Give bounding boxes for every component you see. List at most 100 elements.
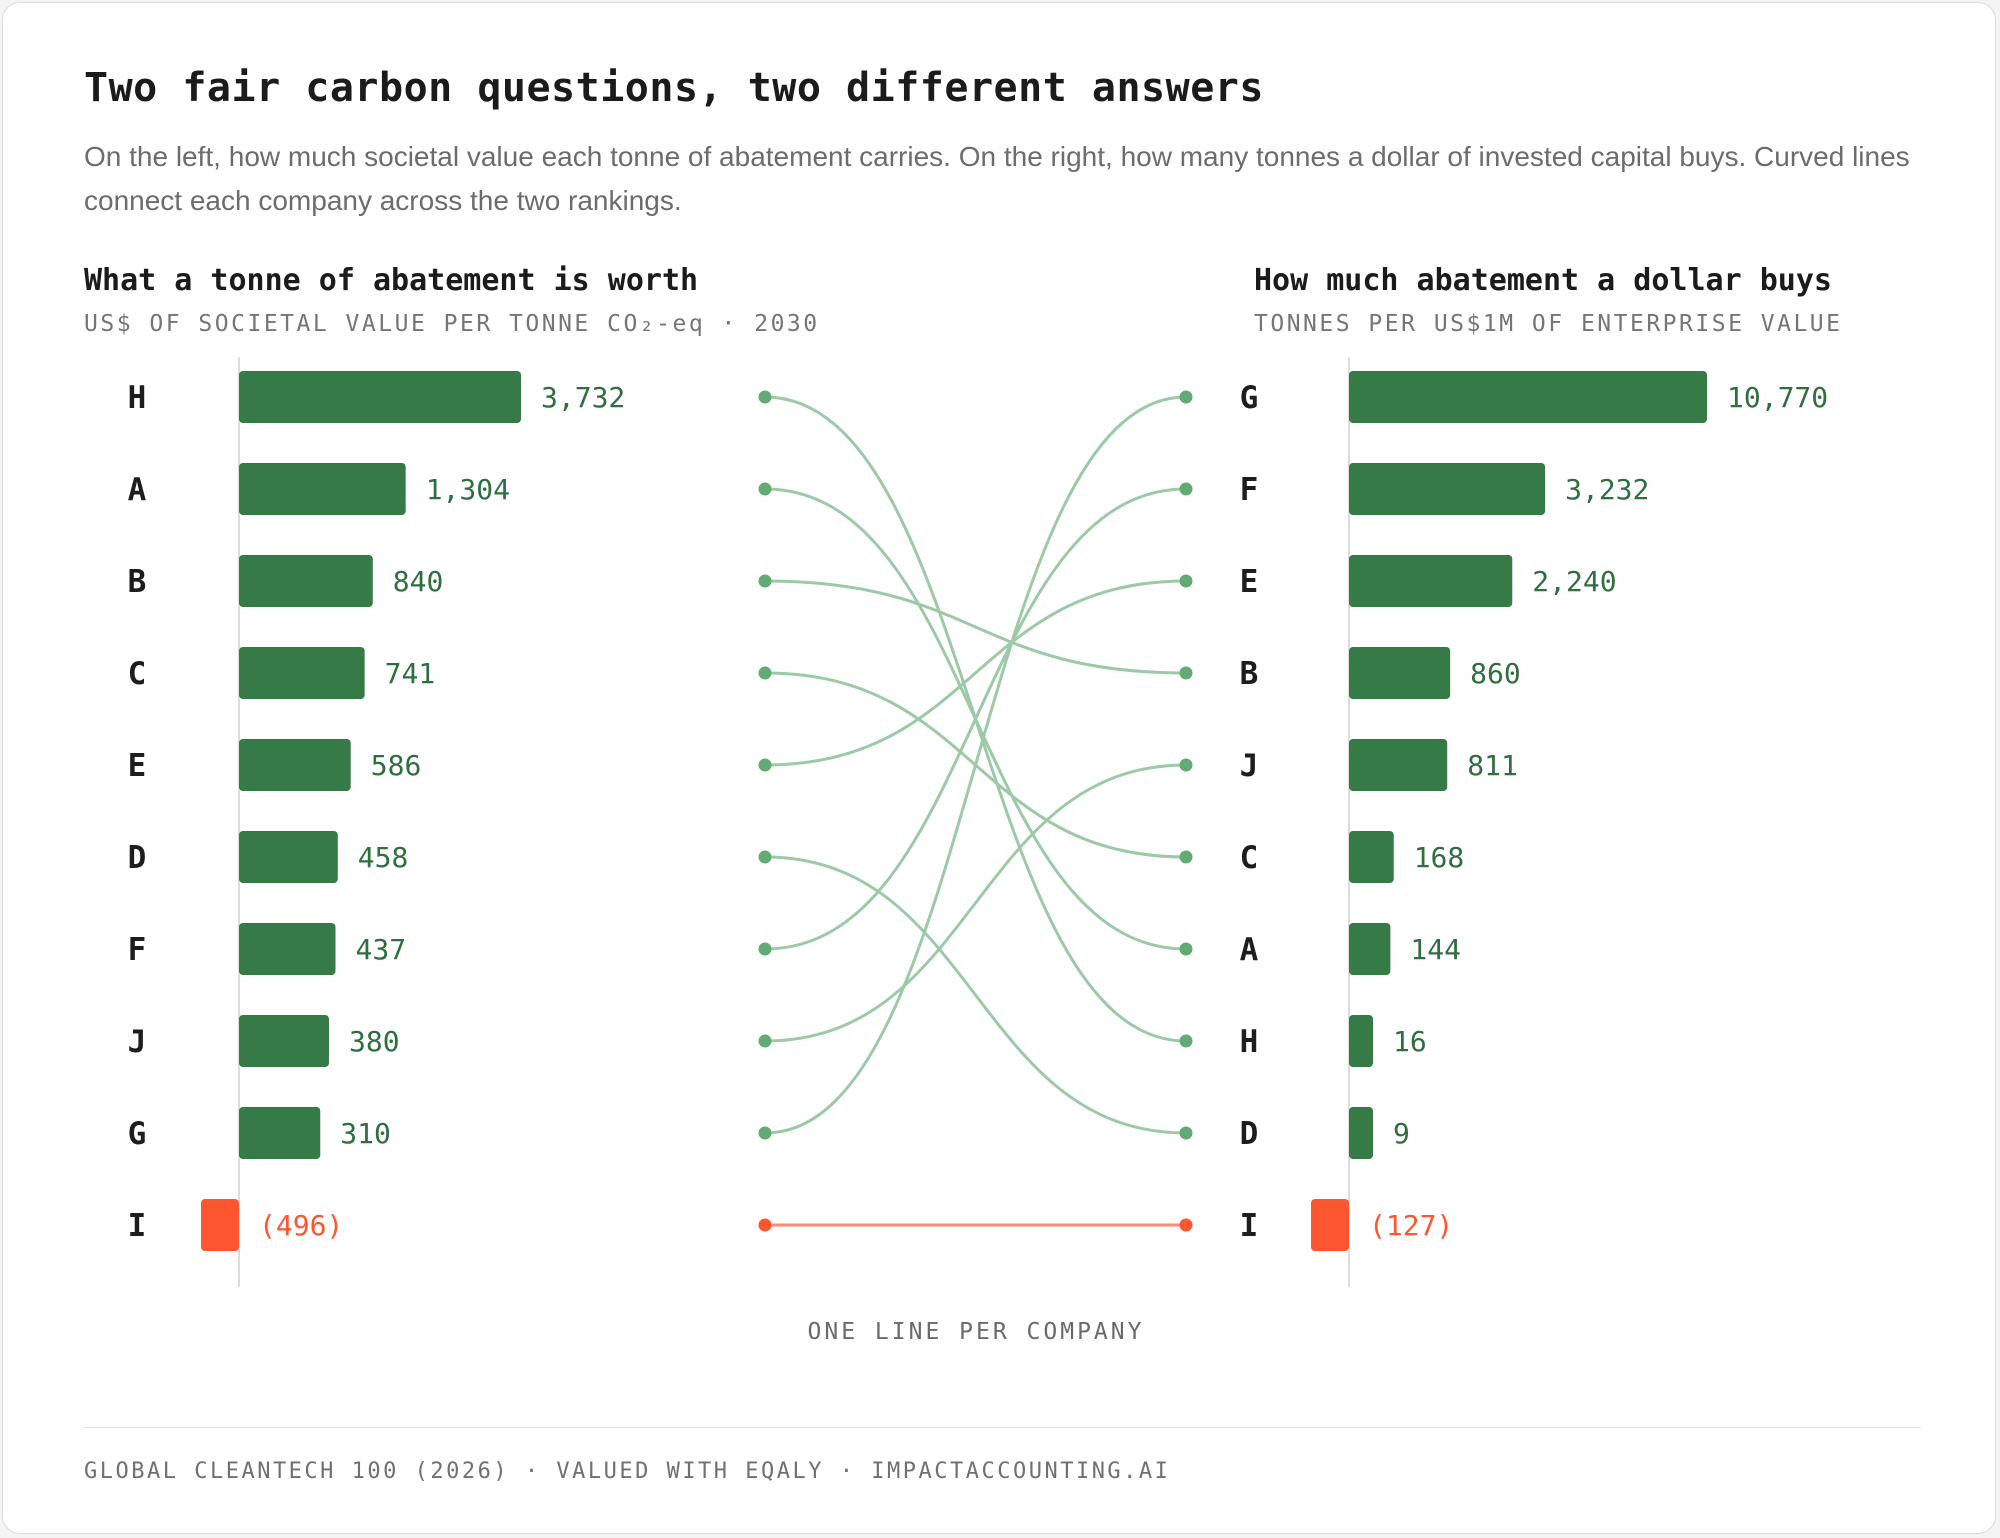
connector-dot-left — [758, 574, 772, 588]
connector-dot-right — [1179, 758, 1193, 772]
right-category-label: C — [1240, 840, 1259, 876]
connector-dot-right — [1179, 574, 1193, 588]
right-category-label: G — [1240, 380, 1259, 416]
connector-dot-right — [1179, 390, 1193, 404]
footer-source: GLOBAL CLEANTECH 100 (2026) · VALUED WIT… — [84, 1459, 1171, 1484]
right-bar-A — [1349, 923, 1391, 975]
left-category-label: G — [128, 1116, 147, 1152]
connector-dot-left — [758, 390, 772, 404]
right-value-label: 2,240 — [1532, 565, 1616, 598]
right-panel-title: How much abatement a dollar buys — [1254, 263, 1832, 298]
left-bar-panel: H 3,732 A 1,304 B 840 C 741 E 586 D 458 F 437 J 380 G 310… — [128, 357, 625, 1287]
slope-bar-chart: H 3,732 A 1,304 B 840 C 741 E 586 D 458 F 437 J 380 G 310… — [128, 357, 1828, 1287]
connector-dot-right — [1179, 850, 1193, 864]
left-bar-F — [239, 923, 336, 975]
left-bar-A — [239, 463, 406, 515]
right-bar-G — [1349, 371, 1707, 423]
left-panel-title: What a tonne of abatement is worth — [84, 263, 699, 298]
right-value-label: 144 — [1410, 933, 1461, 966]
left-category-label: C — [128, 656, 147, 692]
right-bar-D — [1349, 1107, 1373, 1159]
chart-subtitle: On the left, how much societal value eac… — [84, 141, 1910, 216]
left-bar-B — [239, 555, 373, 607]
right-bar-I — [1311, 1199, 1349, 1251]
left-category-label: H — [128, 380, 147, 416]
left-bar-D — [239, 831, 338, 883]
right-bar-C — [1349, 831, 1394, 883]
left-value-label: 586 — [371, 749, 422, 782]
right-panel-unit: TONNES PER US$1M OF ENTERPRISE VALUE — [1254, 311, 1843, 337]
right-value-label: 10,770 — [1727, 381, 1828, 414]
connector-dot-right — [1179, 482, 1193, 496]
right-bar-H — [1349, 1015, 1373, 1067]
right-category-label: I — [1240, 1208, 1259, 1244]
left-bar-C — [239, 647, 365, 699]
left-bar-H — [239, 371, 521, 423]
connector-lines — [758, 390, 1193, 1232]
left-category-label: B — [128, 564, 147, 600]
left-panel-unit: US$ OF SOCIETAL VALUE PER TONNE CO₂-eq ·… — [84, 311, 820, 337]
connector-dot-right — [1179, 1034, 1193, 1048]
connector-dot-left — [758, 1034, 772, 1048]
right-value-label: 811 — [1467, 749, 1518, 782]
right-bar-E — [1349, 555, 1513, 607]
left-category-label: A — [128, 472, 147, 508]
left-value-label: 1,304 — [426, 473, 510, 506]
connector-dot-left — [758, 850, 772, 864]
right-bar-B — [1349, 647, 1451, 699]
right-bar-panel: G 10,770 F 3,232 E 2,240 B 860 J 811 C 168 A 144 H 16 D 9… — [1240, 357, 1828, 1287]
connector-dot-left — [758, 1126, 772, 1140]
connector-line-D — [764, 855, 1187, 1135]
right-category-label: A — [1240, 932, 1259, 968]
left-value-label: 458 — [358, 841, 409, 874]
connector-line-J — [764, 763, 1187, 1043]
connector-dot-right — [1179, 666, 1193, 680]
left-bar-I — [201, 1199, 239, 1251]
left-bar-E — [239, 739, 351, 791]
left-value-label: 3,732 — [541, 381, 625, 414]
right-bar-J — [1349, 739, 1448, 791]
connector-line-G — [764, 395, 1187, 1135]
connector-caption: ONE LINE PER COMPANY — [807, 1319, 1145, 1345]
connector-dot-left — [758, 482, 772, 496]
connector-line-F — [764, 487, 1187, 951]
footer-divider — [84, 1427, 1921, 1428]
connector-dot-left — [758, 942, 772, 956]
left-value-label: (496) — [259, 1209, 343, 1242]
right-value-label: 3,232 — [1565, 473, 1649, 506]
right-value-label: 16 — [1393, 1025, 1427, 1058]
left-category-label: I — [128, 1208, 147, 1244]
left-category-label: D — [128, 840, 147, 876]
right-bar-F — [1349, 463, 1546, 515]
right-value-label: 9 — [1393, 1117, 1410, 1150]
connector-line-B — [764, 579, 1187, 675]
chart-title: Two fair carbon questions, two different… — [84, 65, 1264, 111]
connector-dot-left — [758, 666, 772, 680]
right-category-label: D — [1240, 1116, 1259, 1152]
right-value-label: 168 — [1414, 841, 1465, 874]
right-category-label: H — [1240, 1024, 1259, 1060]
left-category-label: F — [128, 932, 147, 968]
left-category-label: J — [128, 1024, 147, 1060]
left-category-label: E — [128, 748, 147, 784]
right-value-label: (127) — [1369, 1209, 1453, 1242]
left-value-label: 437 — [355, 933, 406, 966]
connector-dot-left — [758, 1218, 772, 1232]
connector-dot-right — [1179, 1218, 1193, 1232]
connector-dot-right — [1179, 942, 1193, 956]
left-value-label: 840 — [393, 565, 444, 598]
right-category-label: F — [1240, 472, 1259, 508]
right-category-label: B — [1240, 656, 1259, 692]
connector-dot-right — [1179, 1126, 1193, 1140]
connector-dot-left — [758, 758, 772, 772]
left-bar-G — [239, 1107, 321, 1159]
connector-line-E — [764, 579, 1187, 767]
right-category-label: J — [1240, 748, 1259, 784]
left-value-label: 310 — [340, 1117, 391, 1150]
left-value-label: 741 — [385, 657, 436, 690]
left-bar-J — [239, 1015, 329, 1067]
right-value-label: 860 — [1470, 657, 1521, 690]
right-category-label: E — [1240, 564, 1259, 600]
left-value-label: 380 — [349, 1025, 400, 1058]
